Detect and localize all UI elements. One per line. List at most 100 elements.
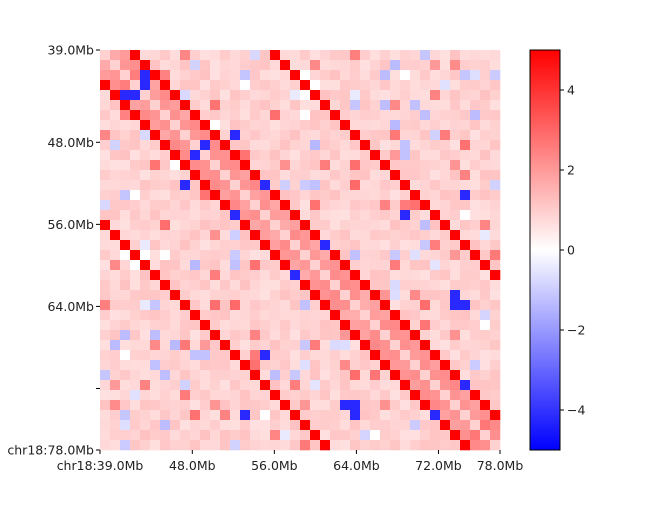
- heatmap-cell: [150, 140, 161, 151]
- heatmap-cell: [260, 170, 271, 181]
- heatmap-cell: [130, 330, 141, 341]
- heatmap-cell: [120, 200, 131, 211]
- heatmap-cell: [240, 70, 251, 81]
- heatmap-cell: [180, 370, 191, 381]
- heatmap-cell: [100, 50, 111, 61]
- heatmap-cell: [330, 330, 341, 341]
- heatmap-cell: [470, 380, 481, 391]
- heatmap-cell: [180, 120, 191, 131]
- heatmap-cell: [490, 350, 501, 361]
- heatmap-cell: [310, 200, 321, 211]
- heatmap-cell: [150, 150, 161, 161]
- heatmap-cell: [480, 400, 491, 411]
- heatmap-cell: [250, 410, 261, 421]
- heatmap-cell: [340, 390, 351, 401]
- heatmap-cell: [340, 160, 351, 171]
- heatmap-cell: [380, 210, 391, 221]
- heatmap-cell: [350, 370, 361, 381]
- heatmap-cell: [190, 320, 201, 331]
- heatmap-cell: [250, 430, 261, 441]
- heatmap-cell: [390, 310, 401, 321]
- heatmap-cell: [490, 410, 501, 421]
- heatmap-cell: [250, 440, 261, 451]
- heatmap-cell: [140, 190, 151, 201]
- heatmap-cell: [310, 270, 321, 281]
- heatmap-cell: [420, 90, 431, 101]
- heatmap-cell: [160, 330, 171, 341]
- heatmap-cell: [370, 380, 381, 391]
- heatmap-cell: [220, 50, 231, 61]
- heatmap-cell: [250, 390, 261, 401]
- heatmap-cell: [350, 420, 361, 431]
- heatmap-cell: [490, 380, 501, 391]
- heatmap-cell: [270, 150, 281, 161]
- heatmap-cell: [320, 430, 331, 441]
- heatmap-cell: [280, 270, 291, 281]
- heatmap-cell: [390, 180, 401, 191]
- heatmap-cell: [160, 370, 171, 381]
- heatmap-cell: [230, 150, 241, 161]
- heatmap-cell: [110, 380, 121, 391]
- heatmap-cell: [430, 190, 441, 201]
- heatmap-cell: [400, 390, 411, 401]
- heatmap-cell: [310, 210, 321, 221]
- heatmap-cell: [450, 360, 461, 371]
- heatmap-cell: [430, 440, 441, 451]
- heatmap-cell: [210, 60, 221, 71]
- heatmap-cell: [290, 310, 301, 321]
- heatmap-cell: [110, 390, 121, 401]
- heatmap-cell: [240, 260, 251, 271]
- heatmap-cell: [290, 420, 301, 431]
- heatmap-cell: [240, 250, 251, 261]
- heatmap-cell: [200, 270, 211, 281]
- heatmap-cell: [350, 360, 361, 371]
- heatmap-cell: [390, 430, 401, 441]
- heatmap-cell: [300, 150, 311, 161]
- heatmap-cell: [380, 300, 391, 311]
- heatmap-cell: [230, 370, 241, 381]
- heatmap-cell: [470, 370, 481, 381]
- heatmap-cell: [160, 310, 171, 321]
- heatmap-cell: [460, 350, 471, 361]
- heatmap-cell: [260, 370, 271, 381]
- heatmap-cell: [270, 250, 281, 261]
- heatmap-cell: [150, 170, 161, 181]
- heatmap-cell: [300, 420, 311, 431]
- heatmap-cell: [230, 260, 241, 271]
- heatmap-cell: [270, 50, 281, 61]
- heatmap-cell: [130, 420, 141, 431]
- heatmap-cell: [480, 240, 491, 251]
- heatmap-cell: [330, 200, 341, 211]
- heatmap-cell: [300, 220, 311, 231]
- heatmap-cell: [290, 260, 301, 271]
- heatmap-cell: [470, 110, 481, 121]
- heatmap-cell: [340, 110, 351, 121]
- heatmap-cell: [230, 80, 241, 91]
- heatmap-cell: [140, 210, 151, 221]
- heatmap-cell: [430, 220, 441, 231]
- heatmap-cell: [410, 160, 421, 171]
- heatmap-cell: [430, 120, 441, 131]
- heatmap-cell: [490, 280, 501, 291]
- heatmap-cell: [240, 350, 251, 361]
- heatmap-cell: [240, 230, 251, 241]
- heatmap-cell: [360, 70, 371, 81]
- heatmap-cell: [190, 370, 201, 381]
- heatmap-cell: [100, 430, 111, 441]
- heatmap-cell: [380, 80, 391, 91]
- heatmap-cell: [270, 260, 281, 271]
- heatmap-cell: [100, 160, 111, 171]
- heatmap-cell: [120, 190, 131, 201]
- heatmap-cell: [260, 330, 271, 341]
- heatmap-cell: [380, 110, 391, 121]
- heatmap-cell: [360, 240, 371, 251]
- heatmap-cell: [110, 130, 121, 141]
- heatmap-cell: [130, 280, 141, 291]
- heatmap-cell: [150, 80, 161, 91]
- heatmap-cell: [310, 70, 321, 81]
- heatmap-cell: [100, 80, 111, 91]
- heatmap-cell: [380, 150, 391, 161]
- heatmap-cell: [280, 70, 291, 81]
- heatmap-cell: [460, 260, 471, 271]
